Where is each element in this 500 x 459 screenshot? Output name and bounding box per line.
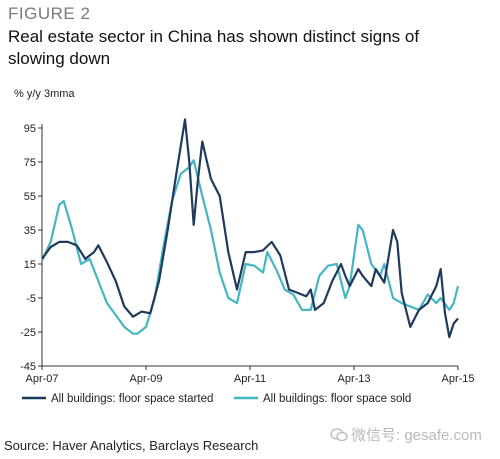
legend-label-floor-space-sold: All buildings: floor space sold xyxy=(263,393,411,405)
series-line-floor-space-started xyxy=(41,118,459,339)
chart-title: Real estate sector in China has shown di… xyxy=(8,27,420,68)
y-tick-label: 15 xyxy=(24,259,36,271)
source-note: Source: Haver Analytics, Barclays Resear… xyxy=(4,438,259,453)
series-line-floor-space-sold xyxy=(41,159,460,335)
y-tick-label: -25 xyxy=(20,327,36,339)
x-tick-label: Apr-11 xyxy=(234,373,266,385)
figure-label: FIGURE 2 xyxy=(8,4,91,23)
y-tick-label: 55 xyxy=(24,191,36,203)
legend-label-floor-space-started: All buildings: floor space started xyxy=(51,393,213,405)
watermark-text: 微信号: gesafe.com xyxy=(351,427,482,444)
y-tick-label: -45 xyxy=(20,361,36,373)
y-tick-label: 35 xyxy=(24,225,36,237)
y-tick-label: 75 xyxy=(24,157,36,169)
wechat-icon xyxy=(330,428,348,442)
y-tick-label: 95 xyxy=(24,123,36,135)
x-tick-label: Apr-07 xyxy=(25,373,58,385)
x-tick-label: Apr-09 xyxy=(129,373,162,385)
y-axis-unit-label: % y/y 3mma xyxy=(14,88,75,100)
watermark: 微信号: gesafe.com xyxy=(330,424,482,445)
y-tick-label: -5 xyxy=(26,293,36,305)
x-tick-label: Apr-13 xyxy=(337,373,370,385)
x-tick-label: Apr-15 xyxy=(441,373,474,385)
